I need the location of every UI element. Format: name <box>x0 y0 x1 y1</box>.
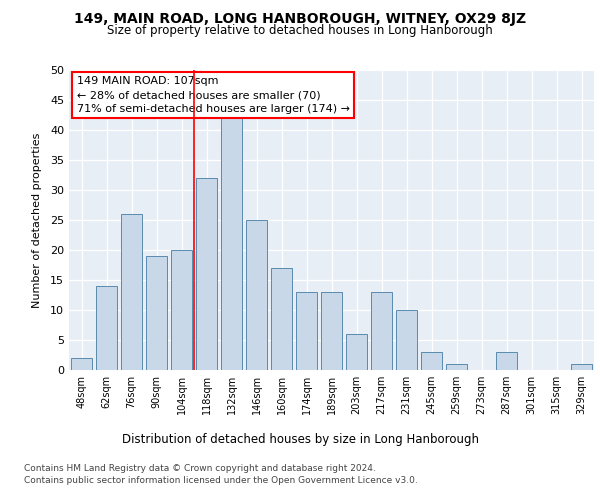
Bar <box>371 292 392 370</box>
Text: Contains HM Land Registry data © Crown copyright and database right 2024.: Contains HM Land Registry data © Crown c… <box>24 464 376 473</box>
Bar <box>246 220 267 370</box>
Bar <box>196 178 217 370</box>
Text: Size of property relative to detached houses in Long Hanborough: Size of property relative to detached ho… <box>107 24 493 37</box>
Bar <box>496 352 517 370</box>
Bar <box>346 334 367 370</box>
Bar <box>321 292 342 370</box>
Bar <box>571 364 592 370</box>
Bar <box>271 268 292 370</box>
Bar <box>96 286 117 370</box>
Bar <box>396 310 417 370</box>
Bar <box>71 358 92 370</box>
Bar <box>146 256 167 370</box>
Bar <box>296 292 317 370</box>
Y-axis label: Number of detached properties: Number of detached properties <box>32 132 41 308</box>
Text: Contains public sector information licensed under the Open Government Licence v3: Contains public sector information licen… <box>24 476 418 485</box>
Bar <box>171 250 192 370</box>
Text: 149 MAIN ROAD: 107sqm
← 28% of detached houses are smaller (70)
71% of semi-deta: 149 MAIN ROAD: 107sqm ← 28% of detached … <box>77 76 350 114</box>
Bar <box>446 364 467 370</box>
Bar <box>421 352 442 370</box>
Text: 149, MAIN ROAD, LONG HANBOROUGH, WITNEY, OX29 8JZ: 149, MAIN ROAD, LONG HANBOROUGH, WITNEY,… <box>74 12 526 26</box>
Bar <box>221 118 242 370</box>
Text: Distribution of detached houses by size in Long Hanborough: Distribution of detached houses by size … <box>121 432 479 446</box>
Bar <box>121 214 142 370</box>
